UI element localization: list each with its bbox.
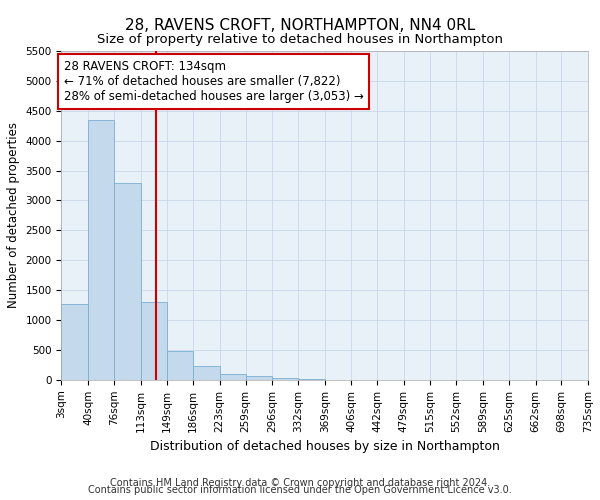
Text: Contains public sector information licensed under the Open Government Licence v3: Contains public sector information licen…	[88, 485, 512, 495]
Text: 28 RAVENS CROFT: 134sqm
← 71% of detached houses are smaller (7,822)
28% of semi: 28 RAVENS CROFT: 134sqm ← 71% of detache…	[64, 60, 364, 103]
Bar	[88, 120, 114, 380]
Text: Contains HM Land Registry data © Crown copyright and database right 2024.: Contains HM Land Registry data © Crown c…	[110, 478, 490, 488]
Bar	[61, 304, 88, 380]
Bar	[245, 376, 272, 380]
Bar	[167, 351, 193, 380]
Bar	[220, 374, 245, 380]
Bar	[114, 182, 140, 380]
Text: Size of property relative to detached houses in Northampton: Size of property relative to detached ho…	[97, 32, 503, 46]
Bar	[272, 378, 298, 380]
X-axis label: Distribution of detached houses by size in Northampton: Distribution of detached houses by size …	[150, 440, 500, 453]
Bar	[193, 366, 220, 380]
Y-axis label: Number of detached properties: Number of detached properties	[7, 122, 20, 308]
Text: 28, RAVENS CROFT, NORTHAMPTON, NN4 0RL: 28, RAVENS CROFT, NORTHAMPTON, NN4 0RL	[125, 18, 475, 32]
Bar	[140, 302, 167, 380]
